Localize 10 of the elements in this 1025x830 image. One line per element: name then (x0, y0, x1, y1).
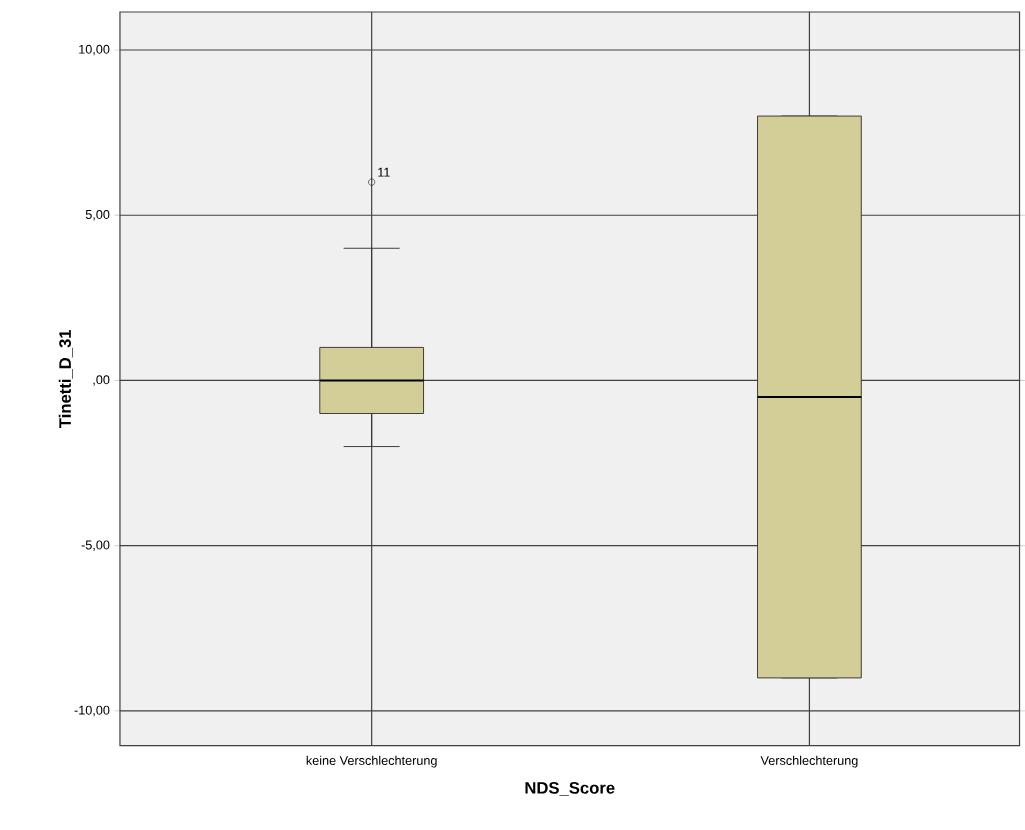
y-tick-label: ,00 (93, 375, 110, 386)
y-tick-label: -10,00 (74, 705, 110, 717)
x-tick-label: keine Verschlechterung (306, 755, 437, 768)
x-tick-label: Verschlechterung (760, 755, 858, 768)
y-tick-label: 10,00 (79, 44, 110, 56)
y-tick-label: 5,00 (85, 210, 110, 221)
y-axis-title: Tinetti_D_31 (58, 330, 73, 429)
annotation: 11 (378, 168, 390, 177)
x-axis-title: NDS_Score (525, 782, 615, 796)
y-tick-label: -5,00 (81, 540, 110, 552)
